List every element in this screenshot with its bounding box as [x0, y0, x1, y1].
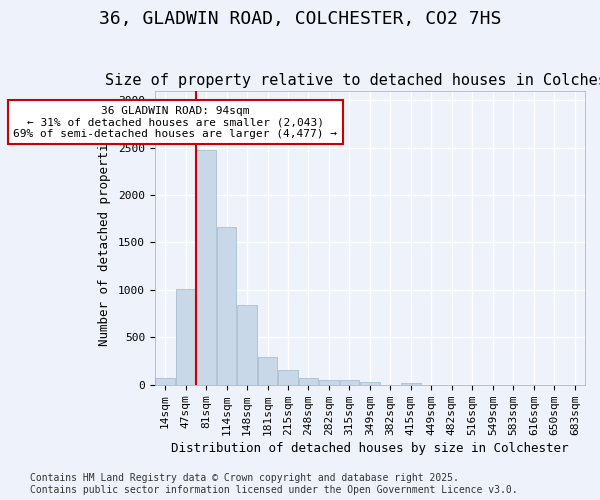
X-axis label: Distribution of detached houses by size in Colchester: Distribution of detached houses by size … — [171, 442, 569, 455]
Bar — [319, 380, 338, 385]
Title: Size of property relative to detached houses in Colchester: Size of property relative to detached ho… — [106, 73, 600, 88]
Bar — [340, 380, 359, 385]
Bar — [299, 378, 318, 385]
Bar — [401, 383, 421, 385]
Bar — [155, 378, 175, 385]
Text: 36 GLADWIN ROAD: 94sqm
← 31% of detached houses are smaller (2,043)
69% of semi-: 36 GLADWIN ROAD: 94sqm ← 31% of detached… — [13, 106, 337, 139]
Y-axis label: Number of detached properties: Number of detached properties — [98, 129, 111, 346]
Text: 36, GLADWIN ROAD, COLCHESTER, CO2 7HS: 36, GLADWIN ROAD, COLCHESTER, CO2 7HS — [99, 10, 501, 28]
Bar — [360, 382, 380, 385]
Bar — [258, 357, 277, 385]
Bar — [176, 289, 196, 385]
Text: Contains HM Land Registry data © Crown copyright and database right 2025.
Contai: Contains HM Land Registry data © Crown c… — [30, 474, 518, 495]
Bar — [278, 370, 298, 385]
Bar — [238, 305, 257, 385]
Bar — [196, 150, 216, 385]
Bar — [217, 228, 236, 385]
